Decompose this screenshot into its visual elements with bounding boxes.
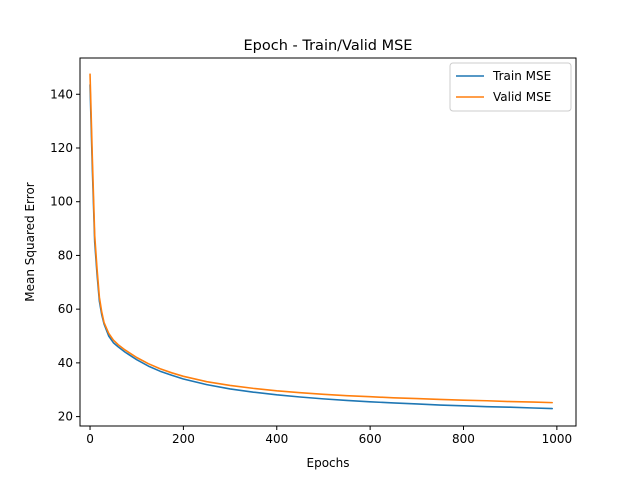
x-tick-label: 200 xyxy=(172,432,195,446)
chart-title: Epoch - Train/Valid MSE xyxy=(244,38,413,54)
x-axis-ticks: 0 200 400 600 800 1000 xyxy=(86,426,572,446)
legend-entry-label: Train MSE xyxy=(492,69,551,83)
plot-area xyxy=(79,57,577,427)
legend-box xyxy=(449,62,572,112)
x-tick-label: 600 xyxy=(359,432,382,446)
y-tick-label: 60 xyxy=(58,302,73,316)
x-axis-label: Epochs xyxy=(307,456,350,470)
y-tick-label: 140 xyxy=(50,87,73,101)
legend: Train MSE Valid MSE xyxy=(449,62,572,112)
x-tick-label: 800 xyxy=(452,432,475,446)
y-axis-ticks: 20 40 60 80 100 120 140 xyxy=(50,87,80,424)
series-line-valid-mse xyxy=(89,73,553,404)
x-tick-label: 0 xyxy=(86,432,94,446)
y-tick-label: 120 xyxy=(50,141,73,155)
y-tick-label: 80 xyxy=(58,248,73,262)
plot-frame xyxy=(79,57,577,427)
x-tick-label: 1000 xyxy=(542,432,573,446)
y-tick-label: 20 xyxy=(58,410,73,424)
series-layer xyxy=(89,73,553,410)
y-axis-label: Mean Squared Error xyxy=(23,182,37,302)
x-tick-label: 400 xyxy=(265,432,288,446)
y-tick-label: 100 xyxy=(50,195,73,209)
y-tick-label: 40 xyxy=(58,356,73,370)
legend-entry-label: Valid MSE xyxy=(493,90,551,104)
